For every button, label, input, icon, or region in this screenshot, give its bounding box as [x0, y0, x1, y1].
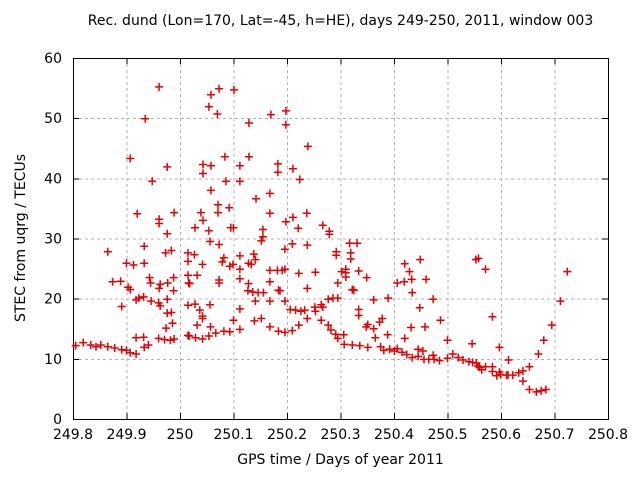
- y-tick-label: 10: [44, 352, 62, 368]
- x-tick-label: 250.6: [481, 427, 521, 443]
- x-tick-label: 250: [167, 427, 194, 443]
- x-tick-label: 250.5: [427, 427, 467, 443]
- y-tick-label: 0: [53, 412, 62, 428]
- y-tick-label: 30: [44, 232, 62, 248]
- y-tick-label: 40: [44, 171, 62, 187]
- x-tick-label: 250.7: [534, 427, 574, 443]
- y-tick-label: 60: [44, 51, 62, 67]
- x-tick-label: 250.8: [588, 427, 628, 443]
- data-points: [71, 82, 572, 396]
- y-tick-label: 50: [44, 111, 62, 127]
- chart-title: Rec. dund (Lon=170, Lat=-45, h=HE), days…: [87, 13, 594, 29]
- x-tick-label: 250.1: [213, 427, 253, 443]
- x-tick-label: 250.3: [320, 427, 360, 443]
- x-tick-label: 250.4: [374, 427, 414, 443]
- x-axis-title: GPS time / Days of year 2011: [237, 452, 444, 468]
- x-tick-label: 249.8: [53, 427, 93, 443]
- x-tick-label: 250.2: [267, 427, 307, 443]
- y-tick-label: 20: [44, 292, 62, 308]
- x-tick-label: 249.9: [106, 427, 146, 443]
